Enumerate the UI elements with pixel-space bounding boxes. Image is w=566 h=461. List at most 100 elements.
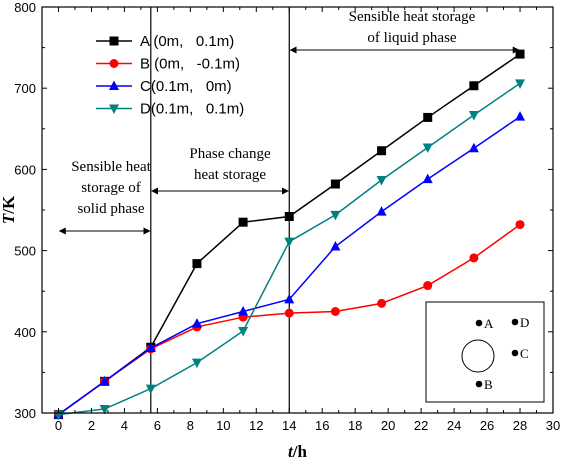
x-tick-label: 30 xyxy=(546,418,560,433)
y-tick-label: 400 xyxy=(14,325,36,340)
inset-dot xyxy=(511,318,519,326)
series-layer xyxy=(53,49,526,421)
y-tick-label: 300 xyxy=(14,406,36,421)
data-point xyxy=(376,175,387,186)
data-point xyxy=(423,281,433,291)
inset-label: C xyxy=(520,346,529,361)
inset-point-b: B xyxy=(475,377,493,392)
legend: A (0m, 0.1m) B (0m, -0.1m) C(0.1m, 0m) D(0.… xyxy=(96,33,244,118)
data-point xyxy=(515,79,526,89)
legend-label: A (0m, 0.1m) xyxy=(140,33,234,50)
data-point xyxy=(99,404,110,415)
annotation-liquid: Sensible heat storage of liquid phase xyxy=(289,9,520,54)
y-axis-title-symbol: T xyxy=(0,213,18,224)
y-tick-label: 600 xyxy=(14,162,36,177)
x-tick-label: 18 xyxy=(348,418,362,433)
data-point xyxy=(238,306,249,316)
data-point xyxy=(376,206,387,216)
legend-swatch-marker xyxy=(109,80,119,90)
x-tick-label: 0 xyxy=(55,418,62,433)
data-point xyxy=(191,318,202,328)
x-axis-title-unit: /h xyxy=(292,442,308,461)
axes: 0 2 4 6 8 10 12 14 16 18 20 22 24 26 28 30 300400500600… xyxy=(14,0,560,433)
x-tick-label: 10 xyxy=(216,418,230,433)
x-tick-label: 6 xyxy=(154,418,161,433)
x-axis-title: t/h xyxy=(288,442,307,461)
inset-label: B xyxy=(484,377,493,392)
annotation-solid: Sensible heat storage of solid phase xyxy=(58,159,152,235)
data-point xyxy=(422,173,433,184)
inset-point-c: C xyxy=(511,346,529,361)
data-point xyxy=(468,110,479,121)
inset-dot xyxy=(475,319,483,327)
x-tick-label: 4 xyxy=(121,418,128,433)
data-point xyxy=(330,241,341,251)
data-point xyxy=(238,326,249,337)
legend-entry: C(0.1m, 0m) xyxy=(96,78,232,95)
data-point xyxy=(330,210,341,221)
phase-annotations: Sensible heat storage of solid phase Phase … xyxy=(58,9,520,235)
legend-label: D(0.1m, 0.1m) xyxy=(140,101,244,118)
inset-center-circle xyxy=(461,339,495,373)
legend-swatch-marker xyxy=(109,36,119,46)
legend-swatch-marker xyxy=(109,104,119,114)
annotation-change: Phase change heat storage xyxy=(151,146,289,195)
data-point xyxy=(284,293,295,304)
x-tick-label: 8 xyxy=(187,418,194,433)
x-tick-label: 2 xyxy=(88,418,95,433)
data-point xyxy=(377,298,387,308)
series-3 xyxy=(53,79,526,421)
x-tick-label: 26 xyxy=(480,418,494,433)
data-point xyxy=(423,112,433,122)
y-tick-label: 800 xyxy=(14,0,36,15)
annotation-text: of liquid phase xyxy=(367,30,456,46)
inset-label: D xyxy=(520,315,529,330)
data-point xyxy=(145,384,156,395)
inset-point-d: D xyxy=(511,315,529,330)
x-tick-label: 14 xyxy=(282,418,296,433)
y-tick-label: 500 xyxy=(14,244,36,259)
data-point xyxy=(284,308,294,318)
legend-entry: A (0m, 0.1m) xyxy=(96,33,234,50)
legend-entry: B (0m, -0.1m) xyxy=(96,56,240,73)
inset-label: A xyxy=(484,316,494,331)
data-point xyxy=(515,220,525,230)
legend-entry: D(0.1m, 0.1m) xyxy=(96,101,244,118)
y-axis-title: T/K xyxy=(0,195,18,224)
data-point xyxy=(145,342,156,353)
x-tick-label: 20 xyxy=(381,418,395,433)
series-2 xyxy=(53,111,526,419)
annotation-text: heat storage xyxy=(194,167,266,183)
data-point xyxy=(515,49,525,59)
x-ticks: 0 2 4 6 8 10 12 14 16 18 20 22 24 26 28 30 xyxy=(55,7,560,433)
y-tick-label: 700 xyxy=(14,81,36,96)
annotation-text: Phase change xyxy=(189,146,271,162)
x-tick-label: 16 xyxy=(315,418,329,433)
legend-label: B (0m, -0.1m) xyxy=(140,56,240,73)
data-point xyxy=(191,358,202,369)
x-tick-label: 22 xyxy=(414,418,428,433)
data-point xyxy=(422,143,433,153)
inset-dot xyxy=(475,380,483,388)
x-tick-label: 24 xyxy=(447,418,461,433)
legend-swatch-marker xyxy=(109,59,119,68)
data-point xyxy=(377,146,387,156)
data-point xyxy=(515,111,526,121)
x-tick-label: 12 xyxy=(249,418,263,433)
annotation-text: Sensible heat storage xyxy=(349,9,476,25)
inset-dot xyxy=(511,349,519,357)
x-tick-label: 28 xyxy=(513,418,527,433)
y-axis-title-unit: /K xyxy=(0,195,18,215)
annotation-text: solid phase xyxy=(77,201,144,217)
data-point xyxy=(192,259,202,269)
annotation-text: Sensible heat xyxy=(71,159,151,175)
data-point xyxy=(99,375,110,386)
data-point xyxy=(238,217,248,227)
data-point xyxy=(284,237,295,248)
inset-frame xyxy=(425,301,545,403)
y-ticks: 300 400 500 600 700 800 xyxy=(14,0,553,421)
data-point xyxy=(469,81,479,91)
data-point xyxy=(284,211,294,221)
sensor-location-inset: A D C B xyxy=(425,301,545,403)
